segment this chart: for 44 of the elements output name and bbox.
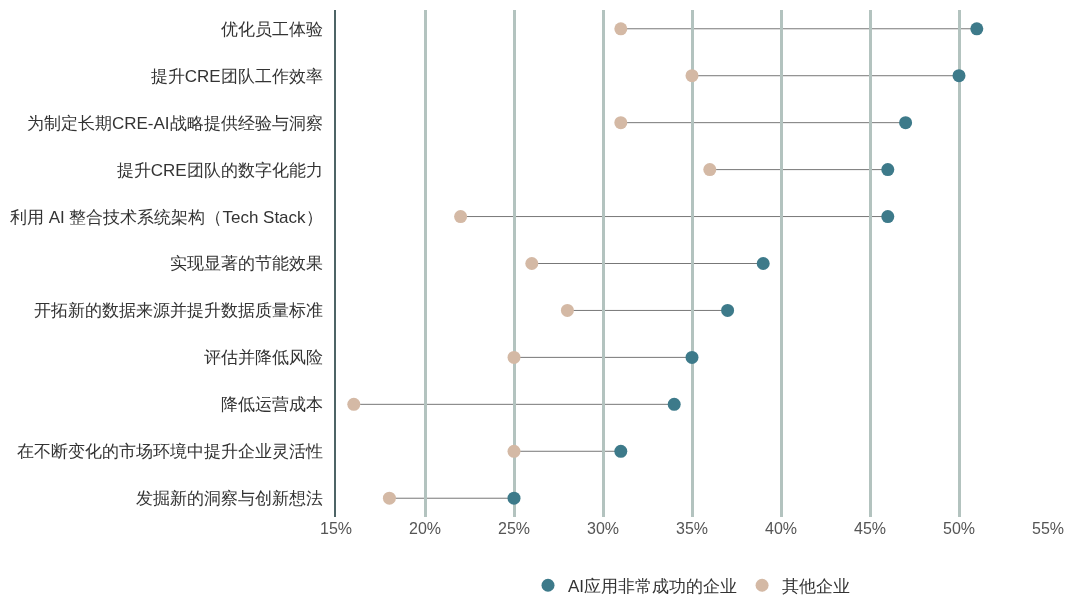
x-tick-label: 50%	[942, 520, 976, 537]
x-tick-label: 25%	[497, 520, 531, 537]
y-tick-label: 降低运营成本	[220, 395, 323, 415]
point	[703, 163, 717, 177]
point	[382, 491, 396, 505]
point	[525, 257, 539, 270]
point	[952, 69, 966, 83]
point	[970, 22, 984, 36]
x-tick-label: 40%	[764, 520, 798, 537]
point	[685, 350, 699, 364]
x-tick-label: 30%	[586, 520, 620, 537]
x-tick-label: 20%	[408, 520, 442, 537]
y-tick-label: 实现显著的节能效果	[169, 254, 323, 274]
x-tick-label: 15%	[319, 520, 353, 537]
y-tick-label: 在不断变化的市场环境中提升企业灵活性	[16, 442, 323, 462]
point	[614, 116, 628, 130]
legend-label: 其他企业	[782, 576, 851, 596]
point	[721, 303, 735, 317]
point	[507, 350, 521, 364]
y-tick-label: 提升CRE团队的数字化能力	[116, 160, 323, 180]
point	[667, 397, 681, 411]
point	[614, 22, 628, 36]
point	[507, 491, 521, 505]
point	[454, 210, 468, 224]
point	[881, 163, 895, 177]
y-tick-label: 评估并降低风险	[203, 348, 323, 368]
y-tick-label: 提升CRE团队工作效率	[150, 66, 323, 86]
point	[685, 69, 699, 83]
y-tick-label: 发掘新的洞察与创新想法	[135, 489, 323, 509]
point	[899, 116, 913, 130]
x-tick-label: 35%	[675, 520, 709, 537]
legend-label: AI应用非常成功的企业	[568, 576, 738, 596]
x-tick-label: 45%	[853, 520, 887, 537]
y-tick-label: 利用 AI 整合技术系统架构（Tech Stack）	[9, 207, 323, 227]
point	[881, 210, 895, 224]
x-tick-label: 55%	[1031, 520, 1065, 537]
y-tick-label: 开拓新的数据来源并提升数据质量标准	[33, 301, 323, 321]
y-tick-label: 为制定长期CRE-AI战略提供经验与洞察	[26, 113, 323, 133]
point	[507, 444, 521, 458]
point	[614, 444, 628, 458]
point	[756, 257, 770, 270]
point	[347, 397, 361, 411]
point	[560, 303, 574, 317]
y-tick-label: 优化员工体验	[220, 19, 323, 39]
